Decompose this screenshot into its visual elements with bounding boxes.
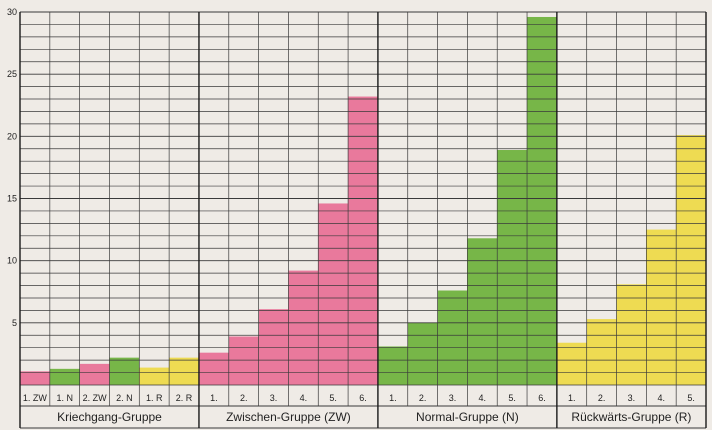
bar-2-3 [258,309,289,385]
x-tick-label: 1. [210,393,218,403]
bar-4-3 [616,284,647,385]
x-tick-label: 4. [658,393,666,403]
x-tick-label: 1. [389,393,397,403]
group-label: Zwischen-Gruppe (ZW) [226,410,351,424]
x-tick-label: 2. R [176,393,193,403]
bar-1-1 [20,371,50,385]
x-tick-label: 1. R [146,393,163,403]
grid-layer [19,11,707,429]
bar-2-2 [228,336,259,385]
x-tick-label: 1. ZW [23,393,48,403]
bars-layer [20,16,706,386]
bar-1-2 [49,368,80,385]
bar-4-5 [676,135,706,385]
group-label: Rückwärts-Gruppe (R) [571,410,691,424]
x-category-labels: 1. ZW 1. N 2. ZW 2. N 1. R 2. R 1. 2. 3. 4. 5. 6. 1.… [23,393,695,403]
bar-2-5 [318,203,349,385]
x-tick-label: 2. ZW [83,393,108,403]
group-label: Normal-Gruppe (N) [416,410,519,424]
x-tick-label: 3. [270,393,278,403]
bar-3-4 [467,238,498,385]
x-tick-label: 2. [240,393,248,403]
bar-3-2 [407,322,438,385]
y-axis: 5 10 15 20 25 30 [7,7,17,328]
group-labels: Kriechgang-Gruppe Zwischen-Gruppe (ZW) Nor… [57,410,691,424]
bar-3-6 [527,16,557,385]
x-tick-label: 2. N [116,393,133,403]
bar-3-3 [437,290,468,385]
bar-1-3 [79,363,110,385]
bar-3-5 [497,150,528,385]
bar-2-1 [198,352,229,385]
x-tick-label: 4. [479,393,487,403]
bar-1-6 [169,357,199,385]
x-tick-label: 3. [449,393,457,403]
x-tick-label: 1. N [56,393,73,403]
bar-2-6 [348,96,378,386]
y-tick-label: 30 [7,7,17,17]
x-tick-label: 2. [598,393,606,403]
x-tick-label: 3. [628,393,636,403]
y-tick-label: 15 [7,194,17,204]
x-tick-label: 1. [568,393,576,403]
y-tick-label: 25 [7,69,17,79]
y-tick-label: 10 [7,256,17,266]
y-tick-label: 5 [12,318,17,328]
x-tick-label: 5. [329,393,337,403]
x-tick-label: 6. [359,393,367,403]
y-tick-label: 20 [7,131,17,141]
bar-1-5 [139,367,170,385]
bar-1-4 [109,357,140,385]
group-label: Kriechgang-Gruppe [57,410,162,424]
bar-4-2 [586,319,617,385]
x-tick-label: 4. [300,393,308,403]
x-tick-label: 2. [419,393,427,403]
x-tick-label: 5. [687,393,695,403]
bar-4-4 [646,229,677,385]
x-tick-label: 6. [538,393,546,403]
bar-3-1 [377,346,408,385]
x-tick-label: 5. [508,393,516,403]
bar-2-4 [288,270,319,385]
bar-4-1 [556,342,587,385]
